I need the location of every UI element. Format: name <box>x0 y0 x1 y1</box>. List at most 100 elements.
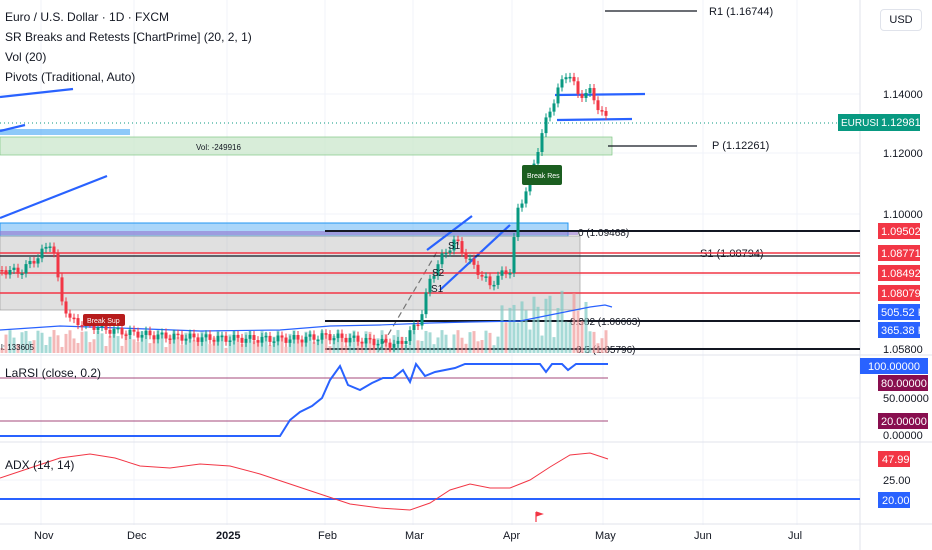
candle[interactable] <box>76 318 80 326</box>
candle[interactable] <box>140 334 144 338</box>
candle[interactable] <box>436 264 440 276</box>
candle[interactable] <box>424 292 428 315</box>
candle[interactable] <box>340 333 344 338</box>
candle[interactable] <box>164 332 168 339</box>
symbol-title[interactable]: Euro / U.S. Dollar · 1D · FXCM <box>5 10 170 24</box>
candle[interactable] <box>428 278 432 293</box>
candle[interactable] <box>260 336 264 343</box>
candle[interactable] <box>476 264 480 275</box>
candle[interactable] <box>600 110 604 112</box>
trend-lines[interactable] <box>0 87 646 291</box>
candle[interactable] <box>516 207 520 238</box>
candle[interactable] <box>584 92 588 98</box>
candle[interactable] <box>32 261 36 264</box>
candle[interactable] <box>16 267 20 274</box>
candle[interactable] <box>596 100 600 111</box>
candle[interactable] <box>52 246 56 254</box>
candle[interactable] <box>296 335 300 340</box>
candle[interactable] <box>356 335 360 342</box>
candle[interactable] <box>352 335 356 338</box>
candle[interactable] <box>20 273 24 275</box>
candle[interactable] <box>216 335 220 342</box>
candle[interactable] <box>412 324 416 331</box>
candle[interactable] <box>484 276 488 278</box>
candle[interactable] <box>524 191 528 204</box>
candle[interactable] <box>520 203 524 208</box>
candle[interactable] <box>168 338 172 341</box>
candle[interactable] <box>604 110 608 116</box>
candle[interactable] <box>148 330 152 336</box>
candle[interactable] <box>196 337 200 342</box>
candle[interactable] <box>36 258 40 264</box>
candle[interactable] <box>416 324 420 327</box>
candle[interactable] <box>292 335 296 340</box>
candle[interactable] <box>64 301 68 314</box>
candle[interactable] <box>572 76 576 82</box>
time-axis[interactable]: Nov Dec 2025 Feb Mar Apr May Jun Jul <box>34 530 802 542</box>
candle[interactable] <box>320 333 324 340</box>
candle[interactable] <box>328 334 332 341</box>
candle[interactable] <box>108 329 112 334</box>
candle[interactable] <box>512 237 516 274</box>
candle[interactable] <box>344 337 348 343</box>
candle[interactable] <box>300 339 304 343</box>
candle[interactable] <box>540 133 544 152</box>
candle[interactable] <box>92 323 96 330</box>
candle[interactable] <box>348 337 352 343</box>
candle[interactable] <box>420 314 424 326</box>
candle[interactable] <box>104 324 108 330</box>
candle[interactable] <box>132 329 136 332</box>
candle[interactable] <box>68 313 72 318</box>
candle[interactable] <box>28 261 32 265</box>
candle[interactable] <box>508 273 512 275</box>
candle[interactable] <box>256 340 260 343</box>
candle[interactable] <box>152 335 156 340</box>
candle[interactable] <box>480 274 484 277</box>
candle[interactable] <box>376 343 380 346</box>
candle[interactable] <box>380 338 384 344</box>
candle[interactable] <box>372 338 376 346</box>
indicator-sr-breaks[interactable]: SR Breaks and Retests [ChartPrime] (20, … <box>5 30 252 44</box>
candle[interactable] <box>304 336 308 343</box>
candle[interactable] <box>336 333 340 339</box>
candle[interactable] <box>500 270 504 276</box>
candle[interactable] <box>272 341 276 343</box>
candle[interactable] <box>276 335 280 342</box>
candle[interactable] <box>432 275 436 279</box>
candle[interactable] <box>404 341 408 344</box>
candle[interactable] <box>364 337 368 344</box>
candle[interactable] <box>0 270 4 272</box>
candle[interactable] <box>160 332 164 335</box>
candle[interactable] <box>588 88 592 93</box>
candle[interactable] <box>548 111 552 118</box>
currency-button[interactable]: USD <box>880 9 922 31</box>
candle[interactable] <box>120 327 124 335</box>
candle[interactable] <box>568 76 572 79</box>
candle[interactable] <box>184 338 188 341</box>
candle[interactable] <box>472 258 476 265</box>
candle[interactable] <box>556 87 560 104</box>
candle[interactable] <box>384 338 388 343</box>
flag-icon[interactable] <box>535 511 544 522</box>
candle[interactable] <box>228 340 232 342</box>
candle[interactable] <box>448 250 452 253</box>
symbol-badge[interactable]: EURUSD 1.12981 <box>838 114 921 131</box>
candle[interactable] <box>464 252 468 259</box>
candle[interactable] <box>116 327 120 330</box>
candle[interactable] <box>368 337 372 340</box>
candle[interactable] <box>396 340 400 344</box>
candle[interactable] <box>192 333 196 338</box>
candle[interactable] <box>452 239 456 251</box>
candle[interactable] <box>180 334 184 341</box>
candle[interactable] <box>592 88 596 101</box>
candle[interactable] <box>244 338 248 343</box>
candle[interactable] <box>312 334 316 340</box>
candle[interactable] <box>44 246 48 249</box>
candle[interactable] <box>124 334 128 336</box>
candle[interactable] <box>496 275 500 285</box>
candle[interactable] <box>252 335 256 341</box>
indicator-pivots[interactable]: Pivots (Traditional, Auto) <box>5 70 136 84</box>
candle[interactable] <box>96 327 100 330</box>
candle[interactable] <box>24 264 28 274</box>
indicator-volume[interactable]: Vol (20) <box>5 50 47 64</box>
